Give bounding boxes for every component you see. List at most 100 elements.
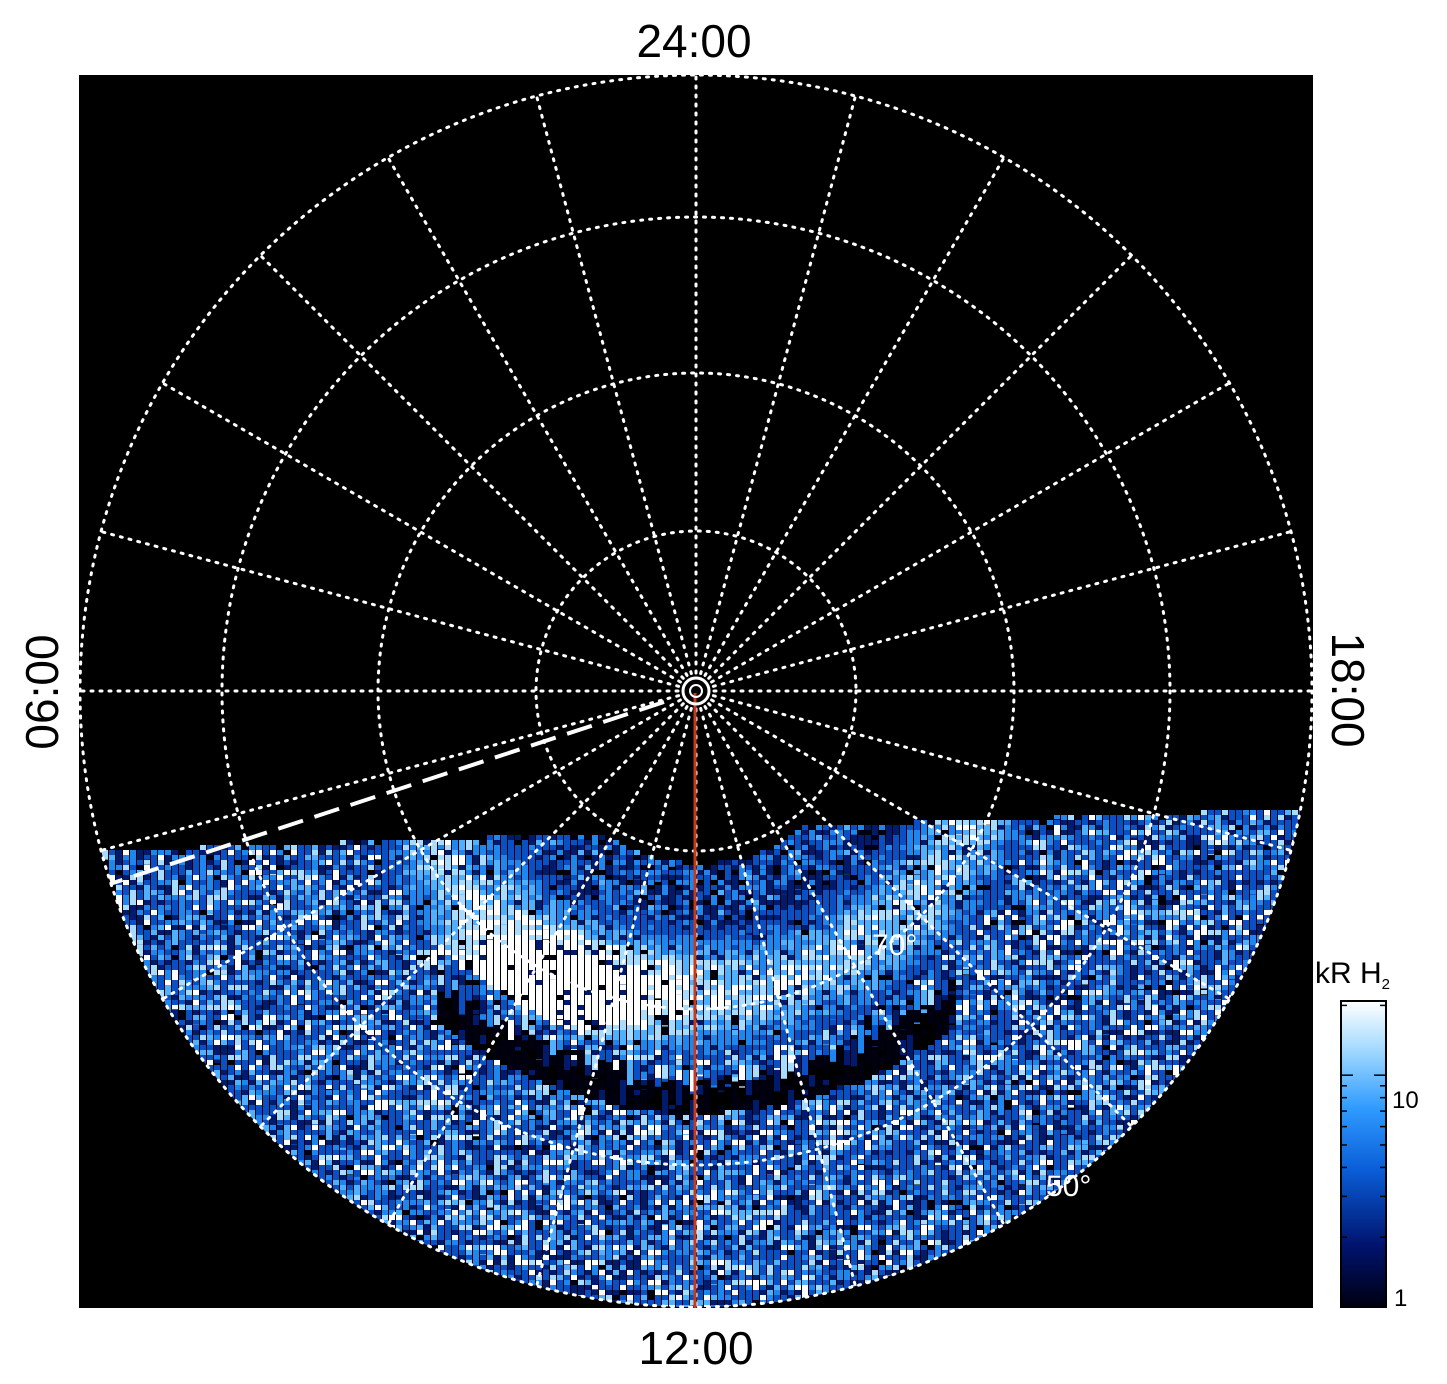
emission-pixel (1292, 820, 1298, 836)
emission-pixel (956, 835, 962, 842)
emission-pixel (809, 905, 815, 912)
emission-pixel (1040, 875, 1046, 881)
emission-pixel (1145, 910, 1151, 920)
emission-pixel (543, 990, 549, 996)
emission-pixel (431, 905, 437, 910)
emission-pixel (942, 830, 948, 835)
emission-pixel (655, 910, 661, 918)
emission-pixel (1166, 890, 1172, 898)
emission-pixel (963, 960, 969, 968)
emission-pixel (445, 880, 451, 890)
emission-pixel (1180, 835, 1186, 842)
emission-pixel (1124, 920, 1130, 930)
emission-pixel (1040, 890, 1046, 895)
emission-pixel (1250, 890, 1256, 895)
emission-pixel (116, 865, 122, 871)
emission-pixel (550, 860, 556, 867)
emission-pixel (333, 860, 339, 870)
emission-pixel (557, 960, 563, 966)
emission-pixel (1047, 895, 1053, 905)
emission-pixel (333, 915, 339, 925)
emission-pixel (1152, 895, 1158, 900)
emission-pixel (1033, 875, 1039, 890)
emission-pixel (466, 850, 472, 858)
emission-pixel (340, 885, 346, 890)
emission-pixel (501, 840, 507, 847)
emission-pixel (942, 865, 948, 871)
emission-pixel (718, 885, 724, 894)
emission-pixel (585, 855, 591, 864)
emission-pixel (396, 950, 402, 955)
emission-pixel (578, 880, 584, 892)
emission-pixel (802, 900, 808, 908)
emission-pixel (886, 825, 892, 834)
emission-pixel (550, 900, 556, 913)
emission-pixel (389, 870, 395, 876)
emission-pixel (935, 835, 941, 842)
emission-pixel (1040, 835, 1046, 842)
emission-pixel (375, 860, 381, 870)
emission-pixel (1110, 815, 1116, 824)
emission-pixel (655, 895, 661, 902)
emission-pixel (970, 910, 976, 917)
emission-pixel (1201, 885, 1207, 894)
emission-pixel (578, 875, 584, 881)
emission-pixel (858, 850, 864, 870)
emission-pixel (417, 860, 423, 866)
emission-pixel (921, 905, 927, 915)
emission-pixel (1152, 885, 1158, 895)
emission-pixel (1103, 940, 1109, 945)
emission-pixel (319, 845, 325, 864)
emission-pixel (599, 890, 605, 897)
emission-pixel (963, 825, 969, 831)
emission-pixel (466, 885, 472, 895)
emission-pixel (277, 855, 283, 863)
emission-pixel (1222, 895, 1228, 905)
emission-pixel (711, 920, 717, 928)
emission-pixel (837, 985, 843, 995)
emission-pixel (1264, 810, 1270, 820)
emission-pixel (578, 860, 584, 866)
emission-pixel (1257, 830, 1263, 837)
emission-pixel (536, 855, 542, 864)
emission-pixel (438, 920, 444, 926)
auroral-emission-layer (102, 810, 1305, 1307)
emission-pixel (347, 900, 353, 908)
emission-pixel (970, 915, 976, 921)
emission-pixel (844, 965, 850, 971)
emission-pixel (200, 945, 206, 951)
emission-pixel (1250, 860, 1256, 870)
emission-pixel (361, 895, 367, 905)
emission-pixel (662, 940, 668, 945)
emission-pixel (207, 950, 213, 955)
emission-pixel (543, 920, 549, 940)
emission-pixel (1152, 825, 1158, 834)
emission-pixel (277, 875, 283, 883)
emission-pixel (1033, 830, 1039, 840)
emission-pixel (137, 940, 143, 945)
emission-pixel (529, 860, 535, 865)
emission-pixel (900, 890, 906, 899)
emission-pixel (949, 825, 955, 843)
emission-pixel (1026, 960, 1032, 966)
emission-pixel (578, 915, 584, 925)
emission-pixel (1054, 915, 1060, 925)
emission-pixel (858, 890, 864, 898)
emission-pixel (935, 920, 941, 927)
emission-pixel (137, 865, 143, 872)
emission-pixel (473, 850, 479, 857)
emission-pixel (914, 890, 920, 896)
emission-pixel (844, 880, 850, 886)
emission-pixel (326, 980, 332, 986)
emission-pixel (403, 875, 409, 894)
emission-pixel (760, 920, 766, 927)
emission-pixel (1019, 895, 1025, 901)
emission-pixel (354, 870, 360, 876)
emission-pixel (256, 865, 262, 870)
emission-pixel (774, 885, 780, 890)
emission-pixel (270, 895, 276, 901)
emission-pixel (907, 965, 913, 971)
emission-pixel (543, 925, 549, 930)
emission-pixel (620, 910, 626, 918)
